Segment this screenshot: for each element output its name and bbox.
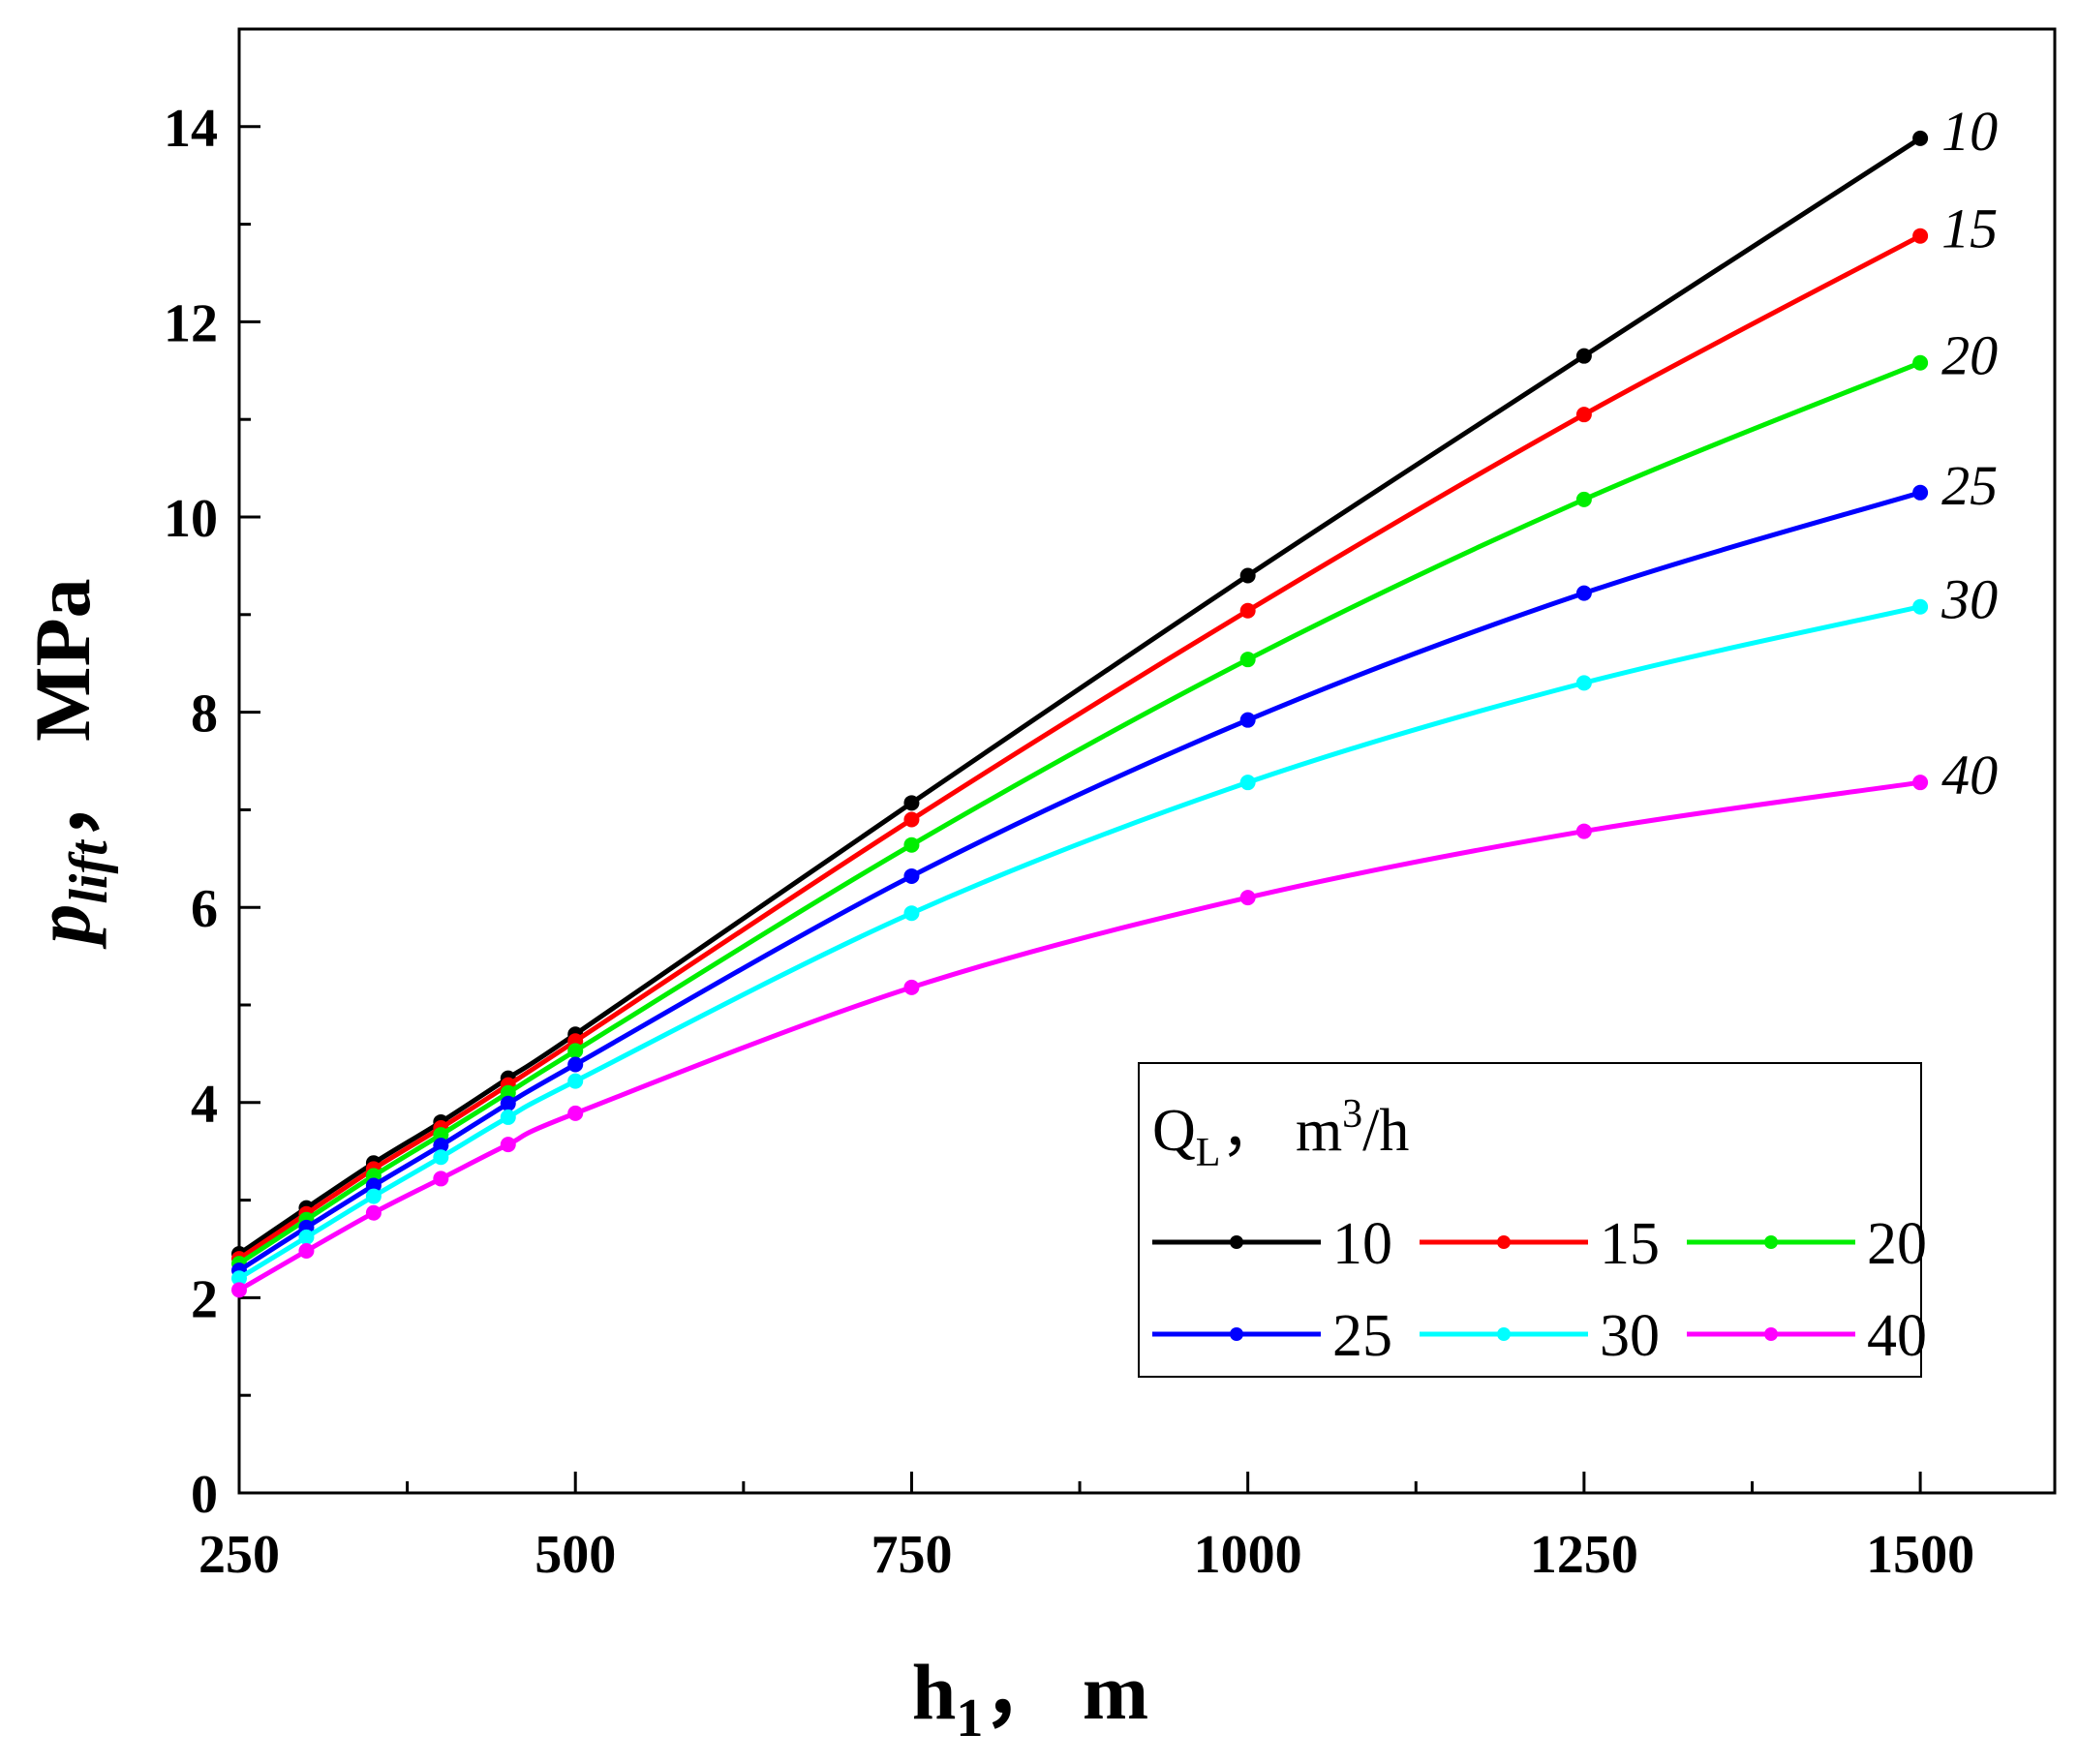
y-tick-label: 12 bbox=[164, 293, 218, 353]
series-25 bbox=[231, 484, 1929, 1279]
legend-swatch-marker bbox=[1230, 1327, 1243, 1341]
data-point bbox=[567, 1056, 584, 1073]
series-40 bbox=[231, 775, 1929, 1298]
data-point bbox=[433, 1127, 449, 1143]
data-point bbox=[1575, 491, 1592, 507]
y-tick-label: 4 bbox=[191, 1075, 218, 1135]
data-point bbox=[1912, 130, 1929, 146]
y-tick-label: 14 bbox=[164, 99, 218, 159]
data-point bbox=[1575, 407, 1592, 423]
data-point bbox=[1239, 652, 1256, 668]
end-label-15: 15 bbox=[1941, 198, 1998, 260]
legend-entry-30: 30 bbox=[1420, 1303, 1660, 1369]
data-point bbox=[1239, 567, 1256, 584]
data-point bbox=[903, 867, 920, 884]
end-label-30: 30 bbox=[1940, 568, 1998, 631]
data-point bbox=[903, 795, 920, 811]
x-tick-label: 500 bbox=[535, 1525, 616, 1585]
data-point bbox=[1239, 890, 1256, 906]
legend-entry-40: 40 bbox=[1687, 1303, 1927, 1369]
data-point bbox=[1239, 712, 1256, 728]
legend-title: QL， m3/h bbox=[1152, 1092, 1409, 1175]
data-point bbox=[1912, 354, 1929, 371]
y-tick-label: 10 bbox=[164, 489, 218, 549]
x-tick-label: 250 bbox=[199, 1525, 280, 1585]
end-label-40: 40 bbox=[1941, 744, 1998, 806]
data-point bbox=[500, 1095, 516, 1111]
data-point bbox=[567, 1043, 584, 1059]
legend-label: 20 bbox=[1867, 1211, 1927, 1277]
legend-entry-20: 20 bbox=[1687, 1211, 1927, 1277]
legend-label: 30 bbox=[1600, 1303, 1660, 1369]
series-15 bbox=[231, 228, 1929, 1267]
y-tick-label: 6 bbox=[191, 879, 218, 939]
data-point bbox=[903, 836, 920, 853]
data-point bbox=[1575, 675, 1592, 691]
data-point bbox=[1912, 775, 1929, 791]
x-tick-label: 1500 bbox=[1866, 1525, 1974, 1585]
data-point bbox=[1912, 228, 1929, 244]
end-label-20: 20 bbox=[1941, 324, 1998, 387]
data-point bbox=[903, 811, 920, 828]
data-point bbox=[231, 1270, 247, 1287]
y-tick-label: 2 bbox=[191, 1269, 218, 1329]
data-point bbox=[1575, 585, 1592, 601]
tick-labels: 250 500 750 1000 1250 1500 0 2 4 6 8 10 12 14 bbox=[164, 99, 1974, 1585]
legend: QL， m3/h 10 15 20 25 30 40 bbox=[1138, 1062, 1927, 1378]
data-point bbox=[298, 1243, 315, 1260]
data-point bbox=[1239, 775, 1256, 791]
legend-entries: 10 15 20 25 30 40 bbox=[1152, 1211, 1927, 1369]
end-labels: 10 15 20 25 30 40 bbox=[1940, 100, 1998, 806]
legend-swatch-marker bbox=[1764, 1327, 1778, 1341]
plot-frame bbox=[237, 27, 2057, 1495]
legend-label: 10 bbox=[1332, 1211, 1392, 1277]
data-point bbox=[231, 1282, 247, 1298]
y-tick-label: 0 bbox=[191, 1465, 218, 1525]
end-label-10: 10 bbox=[1941, 100, 1998, 163]
series-30 bbox=[231, 598, 1929, 1287]
legend-entry-25: 25 bbox=[1152, 1303, 1392, 1369]
data-point bbox=[298, 1229, 315, 1245]
data-point bbox=[1912, 598, 1929, 615]
axis-ticks bbox=[237, 125, 1922, 1495]
data-point bbox=[500, 1109, 516, 1125]
data-point bbox=[433, 1149, 449, 1166]
data-point bbox=[567, 1073, 584, 1089]
legend-entry-10: 10 bbox=[1152, 1211, 1392, 1277]
data-point bbox=[365, 1204, 382, 1221]
data-point bbox=[903, 905, 920, 922]
legend-label: 40 bbox=[1867, 1303, 1927, 1369]
legend-entry-15: 15 bbox=[1420, 1211, 1660, 1277]
data-point bbox=[433, 1138, 449, 1154]
data-point bbox=[500, 1137, 516, 1153]
x-axis-title: h1， m bbox=[912, 1648, 1148, 1749]
data-point bbox=[1575, 348, 1592, 364]
legend-swatch-marker bbox=[1230, 1235, 1243, 1249]
data-point bbox=[500, 1084, 516, 1101]
data-point bbox=[1912, 484, 1929, 501]
y-tick-label: 8 bbox=[191, 684, 218, 745]
x-tick-label: 1000 bbox=[1194, 1525, 1302, 1585]
data-point bbox=[433, 1171, 449, 1187]
end-label-25: 25 bbox=[1941, 454, 1998, 517]
data-point bbox=[903, 979, 920, 995]
data-point bbox=[1575, 823, 1592, 839]
x-tick-label: 1250 bbox=[1530, 1525, 1638, 1585]
legend-box bbox=[1138, 1062, 1922, 1378]
data-point bbox=[1239, 602, 1256, 619]
legend-swatch-marker bbox=[1764, 1235, 1778, 1249]
x-tick-label: 750 bbox=[871, 1525, 952, 1585]
legend-label: 15 bbox=[1600, 1211, 1660, 1277]
data-point bbox=[365, 1177, 382, 1194]
legend-swatch-marker bbox=[1497, 1327, 1511, 1341]
data-point bbox=[567, 1105, 584, 1121]
y-axis-title: plift， MPa bbox=[18, 578, 119, 949]
data-point bbox=[365, 1188, 382, 1204]
legend-label: 25 bbox=[1332, 1303, 1392, 1369]
series-layer bbox=[231, 130, 1929, 1298]
legend-swatch-marker bbox=[1497, 1235, 1511, 1249]
